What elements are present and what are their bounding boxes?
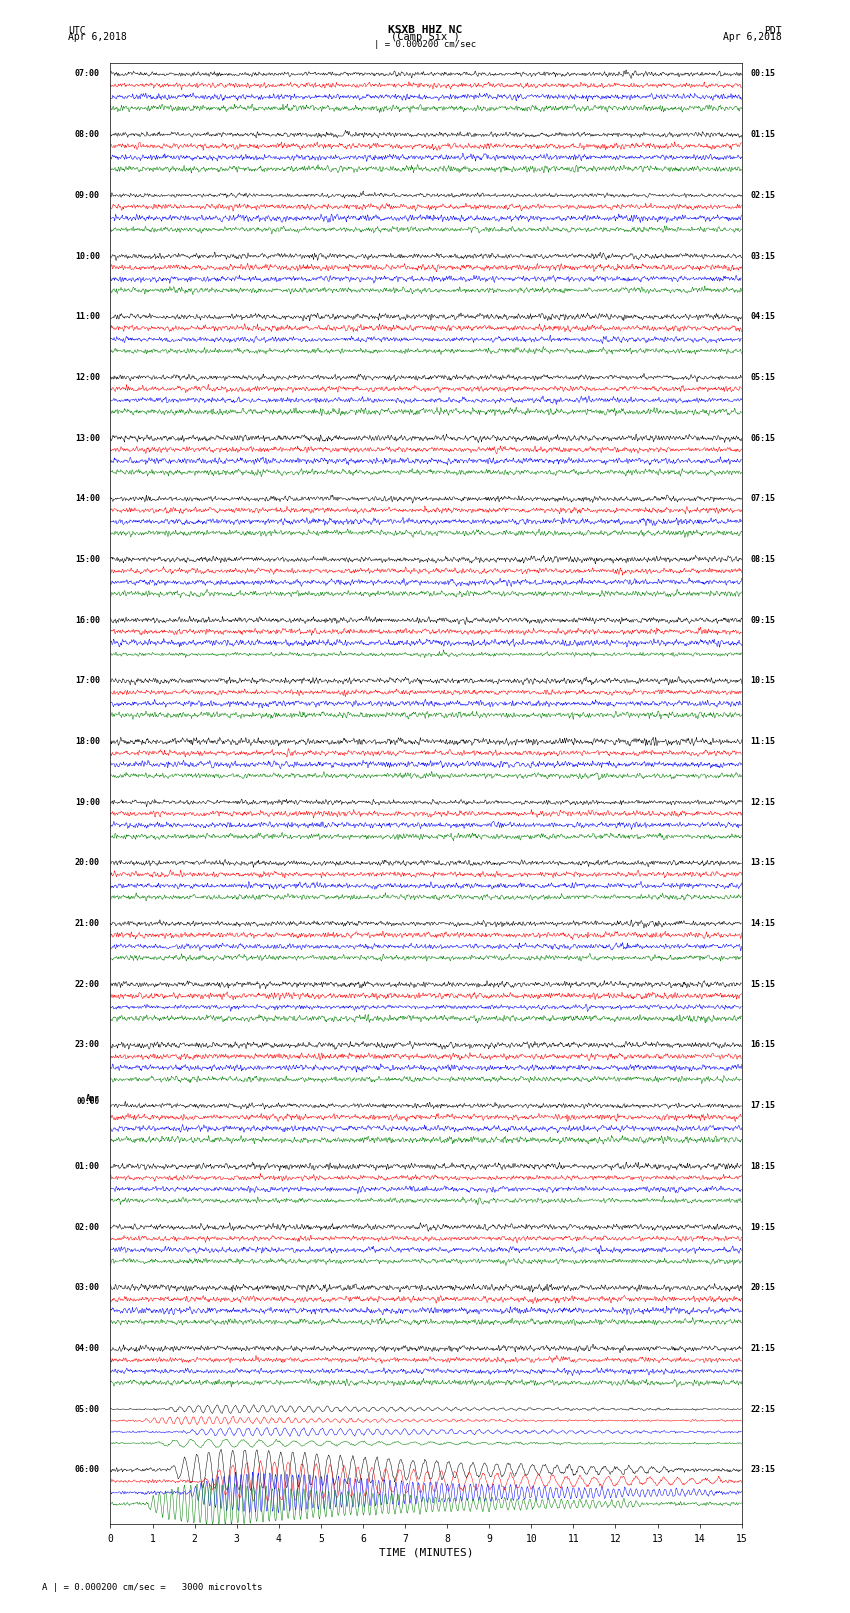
Text: 08:15: 08:15 [751, 555, 775, 565]
Text: 14:15: 14:15 [751, 919, 775, 927]
Text: 08:00: 08:00 [75, 131, 100, 139]
Text: Apr: Apr [86, 1094, 100, 1103]
Text: 19:15: 19:15 [751, 1223, 775, 1232]
Text: 07:00: 07:00 [75, 69, 100, 79]
Text: 01:15: 01:15 [751, 131, 775, 139]
Text: 13:15: 13:15 [751, 858, 775, 868]
Text: (Camp Six ): (Camp Six ) [391, 32, 459, 42]
Text: 21:15: 21:15 [751, 1344, 775, 1353]
Text: 20:15: 20:15 [751, 1284, 775, 1292]
Text: 16:15: 16:15 [751, 1040, 775, 1050]
Text: 15:00: 15:00 [75, 555, 100, 565]
Text: 12:00: 12:00 [75, 373, 100, 382]
Text: 15:15: 15:15 [751, 979, 775, 989]
Text: Apr 6,2018: Apr 6,2018 [723, 32, 782, 42]
Text: PDT: PDT [764, 26, 782, 35]
X-axis label: TIME (MINUTES): TIME (MINUTES) [379, 1548, 473, 1558]
Text: 01:00: 01:00 [75, 1161, 100, 1171]
Text: 03:00: 03:00 [75, 1284, 100, 1292]
Text: 22:00: 22:00 [75, 979, 100, 989]
Text: UTC: UTC [68, 26, 86, 35]
Text: 04:15: 04:15 [751, 313, 775, 321]
Text: | = 0.000200 cm/sec: | = 0.000200 cm/sec [374, 39, 476, 48]
Text: 03:15: 03:15 [751, 252, 775, 261]
Text: 12:15: 12:15 [751, 798, 775, 806]
Text: 07:15: 07:15 [751, 494, 775, 503]
Text: 04:00: 04:00 [75, 1344, 100, 1353]
Text: 16:00: 16:00 [75, 616, 100, 624]
Text: 10:15: 10:15 [751, 676, 775, 686]
Text: 21:00: 21:00 [75, 919, 100, 927]
Text: 14:00: 14:00 [75, 494, 100, 503]
Text: 10:00: 10:00 [75, 252, 100, 261]
Text: 11:15: 11:15 [751, 737, 775, 747]
Text: Apr 6,2018: Apr 6,2018 [68, 32, 127, 42]
Text: 11:00: 11:00 [75, 313, 100, 321]
Text: 06:00: 06:00 [75, 1465, 100, 1474]
Text: 23:00: 23:00 [75, 1040, 100, 1050]
Text: 18:15: 18:15 [751, 1161, 775, 1171]
Text: 19:00: 19:00 [75, 798, 100, 806]
Text: A | = 0.000200 cm/sec =   3000 microvolts: A | = 0.000200 cm/sec = 3000 microvolts [42, 1582, 263, 1592]
Text: 02:00: 02:00 [75, 1223, 100, 1232]
Text: 09:00: 09:00 [75, 190, 100, 200]
Text: 22:15: 22:15 [751, 1405, 775, 1413]
Text: 06:15: 06:15 [751, 434, 775, 442]
Text: 17:00: 17:00 [75, 676, 100, 686]
Text: 20:00: 20:00 [75, 858, 100, 868]
Text: KSXB HHZ NC: KSXB HHZ NC [388, 24, 462, 35]
Text: 09:15: 09:15 [751, 616, 775, 624]
Text: 05:15: 05:15 [751, 373, 775, 382]
Text: 00:00: 00:00 [76, 1097, 100, 1107]
Text: 02:15: 02:15 [751, 190, 775, 200]
Text: 17:15: 17:15 [751, 1102, 775, 1110]
Text: 18:00: 18:00 [75, 737, 100, 747]
Text: 23:15: 23:15 [751, 1465, 775, 1474]
Text: 00:15: 00:15 [751, 69, 775, 79]
Text: 05:00: 05:00 [75, 1405, 100, 1413]
Text: 13:00: 13:00 [75, 434, 100, 442]
